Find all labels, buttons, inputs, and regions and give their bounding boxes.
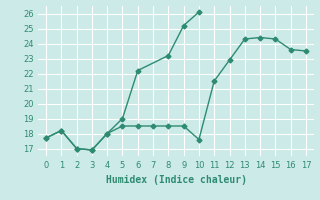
X-axis label: Humidex (Indice chaleur): Humidex (Indice chaleur)	[106, 175, 246, 185]
